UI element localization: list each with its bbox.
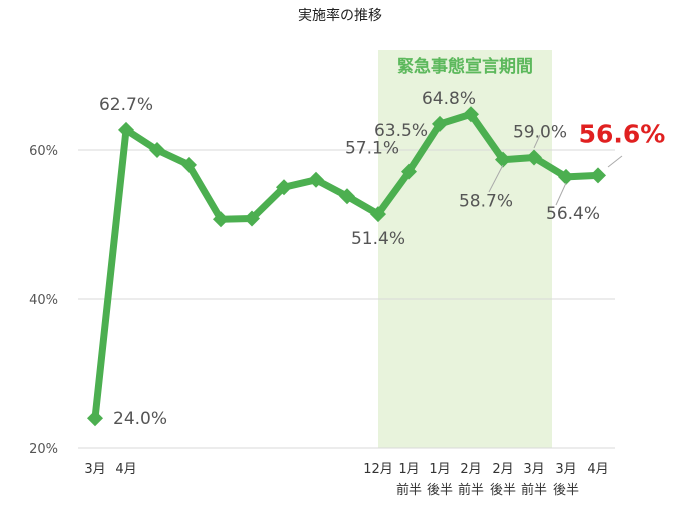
data-point bbox=[526, 149, 542, 166]
data-point bbox=[213, 211, 229, 228]
y-tick-label: 60% bbox=[29, 144, 58, 159]
data-label: 64.8% bbox=[422, 89, 476, 109]
x-tick-label: 3月 bbox=[84, 462, 105, 477]
data-label: 59.0% bbox=[513, 122, 567, 142]
data-label: 56.4% bbox=[546, 204, 600, 224]
data-label: 24.0% bbox=[113, 409, 167, 429]
y-tick-label: 40% bbox=[29, 293, 58, 308]
data-point bbox=[87, 410, 103, 427]
x-tick-label: 3月 bbox=[555, 462, 576, 477]
y-tick-label: 20% bbox=[29, 442, 58, 457]
data-point bbox=[118, 121, 134, 138]
leader-line bbox=[533, 134, 541, 149]
leader-line bbox=[488, 164, 504, 193]
leader-line bbox=[555, 182, 567, 206]
chart-title: 実施率の推移 bbox=[298, 7, 382, 24]
x-tick-label: 4月 bbox=[587, 462, 608, 477]
data-label: 57.1% bbox=[345, 139, 399, 159]
x-tick-sublabel: 前半 bbox=[458, 482, 484, 498]
x-tick-label: 12月 bbox=[363, 462, 393, 477]
x-tick-label: 1月 bbox=[398, 462, 419, 477]
data-point bbox=[432, 115, 448, 132]
data-point bbox=[149, 142, 165, 158]
x-tick-label: 2月 bbox=[460, 462, 481, 477]
data-label: 51.4% bbox=[351, 229, 405, 249]
x-tick-sublabel: 後半 bbox=[553, 483, 579, 498]
data-point bbox=[308, 171, 324, 188]
leader-line bbox=[607, 155, 623, 168]
data-label: 63.5% bbox=[374, 121, 428, 141]
x-tick-sublabel: 後半 bbox=[490, 483, 516, 498]
data-point bbox=[590, 167, 606, 184]
x-tick-sublabel: 前半 bbox=[521, 482, 547, 498]
data-point bbox=[276, 179, 292, 196]
data-label: 58.7% bbox=[459, 192, 513, 212]
x-tick-label: 2月 bbox=[492, 462, 513, 477]
data-point bbox=[558, 168, 574, 185]
x-tick-label: 4月 bbox=[115, 462, 136, 477]
x-tick-label: 3月 bbox=[523, 462, 544, 477]
data-point bbox=[463, 106, 479, 123]
data-label: 56.6% bbox=[579, 119, 666, 148]
data-point bbox=[401, 163, 417, 180]
data-point bbox=[181, 156, 197, 173]
data-point bbox=[339, 188, 355, 205]
x-tick-sublabel: 後半 bbox=[427, 483, 453, 498]
emergency-period-label: 緊急事態宣言期間 bbox=[397, 56, 533, 77]
data-point bbox=[244, 210, 260, 227]
data-point bbox=[370, 206, 386, 223]
x-tick-label: 1月 bbox=[429, 462, 450, 477]
data-label: 62.7% bbox=[99, 95, 153, 115]
data-point bbox=[495, 151, 511, 168]
x-tick-sublabel: 前半 bbox=[396, 482, 422, 498]
